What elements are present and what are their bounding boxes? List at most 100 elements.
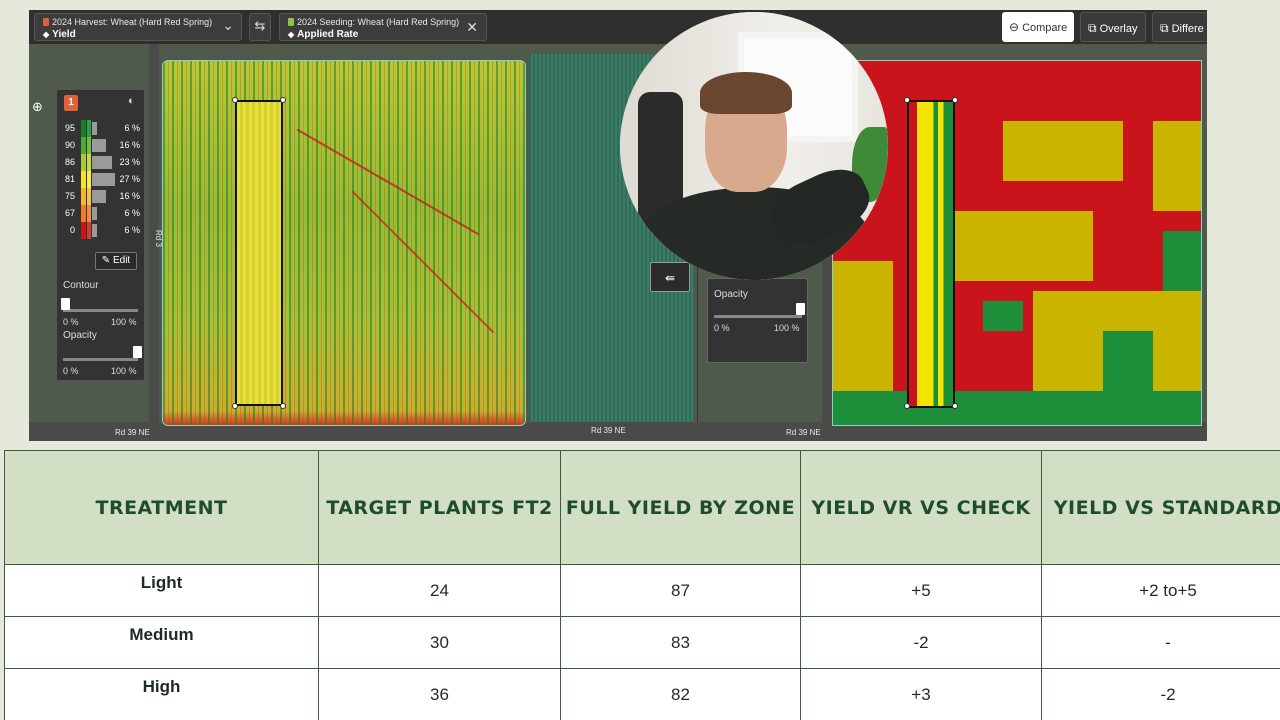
cell-treatment: Light	[4, 564, 319, 617]
road	[29, 422, 1207, 441]
legend-toggle-icon[interactable]: ⊕	[32, 100, 43, 115]
legend-value: 75	[64, 191, 75, 201]
layer-left-source: 2024 Harvest: Wheat (Hard Red Spring)	[52, 17, 213, 27]
legend-color-swatch	[87, 154, 91, 171]
layer-color-swatch	[288, 18, 294, 26]
legend-value: 90	[64, 140, 75, 150]
legend-share-bar	[92, 207, 97, 220]
strip-handle[interactable]	[952, 97, 958, 103]
compare-button[interactable]: ⊖ Compare	[1002, 12, 1074, 42]
layer-color-swatch	[43, 18, 49, 26]
edit-label: Edit	[112, 255, 131, 266]
header-yield-vs-standard: Yield vs standard	[1041, 450, 1280, 565]
legend-color-swatch	[87, 137, 91, 154]
difference-label: Differe	[1171, 23, 1204, 35]
edit-legend-button[interactable]: ✎ Edit	[95, 252, 137, 270]
compare-label: Compare	[1022, 22, 1068, 34]
legend-row: 0 6 %	[57, 222, 146, 239]
overlay-icon: ⧉	[1088, 21, 1097, 35]
table-row: Medium 30 83 -2 -	[4, 616, 1280, 669]
legend-share-bar	[92, 156, 112, 169]
opacity-max: 100 %	[774, 323, 800, 333]
layer-selector-left[interactable]: 2024 Harvest: Wheat (Hard Red Spring) ◆ Y…	[34, 13, 242, 41]
legend-row: 90 16 %	[57, 137, 146, 154]
legend-percent: 16 %	[119, 191, 140, 201]
opacity-slider[interactable]	[63, 358, 138, 361]
cell-target-plants: 24	[318, 564, 561, 617]
cell-yield-vs-standard: -2	[1041, 668, 1280, 720]
legend-share-bar	[92, 173, 115, 186]
layer-left-type: Yield	[52, 29, 76, 40]
legend-row: 75 16 %	[57, 188, 146, 205]
strip-handle[interactable]	[280, 97, 286, 103]
legend-color-swatch	[81, 222, 86, 239]
opacity-slider[interactable]	[714, 315, 802, 318]
webcam-overlay	[620, 12, 888, 280]
map-view[interactable]: ⇚ Rd 39 NE Rd 39 NE Rd 39 NE Rd 3 ⊕ 1 ◐ …	[29, 44, 1207, 441]
cell-target-plants: 36	[318, 668, 561, 720]
header-yield-vr-vs-check: Yield VR vs Check	[800, 450, 1042, 565]
legend-color-swatch	[87, 171, 91, 188]
map-compare-app: 2024 Harvest: Wheat (Hard Red Spring) ◆ Y…	[29, 10, 1207, 441]
chevron-down-icon[interactable]: ⌄	[222, 17, 234, 33]
header-target-plants: Target plants ft2	[318, 450, 561, 565]
overlay-button[interactable]: ⧉ Overlay	[1080, 12, 1146, 42]
compare-icon: ⊖	[1009, 20, 1020, 34]
rate-zone	[833, 391, 1201, 425]
contour-label: Contour	[63, 280, 99, 291]
layer-toolbar: 2024 Harvest: Wheat (Hard Red Spring) ◆ Y…	[29, 10, 1207, 44]
header-full-yield: Full Yield by Zone	[560, 450, 801, 565]
webcam-person-hair	[700, 72, 792, 114]
contour-slider[interactable]	[63, 309, 138, 312]
swap-layers-button[interactable]: ⇆	[249, 13, 271, 41]
strip-handle[interactable]	[232, 403, 238, 409]
rate-zone	[1103, 331, 1153, 391]
difference-icon: ⧉	[1160, 21, 1169, 35]
legend-row: 81 27 %	[57, 171, 146, 188]
opacity-slider-knob[interactable]	[133, 346, 142, 358]
layer-right-source: 2024 Seeding: Wheat (Hard Red Spring)	[297, 17, 460, 27]
strip-handle[interactable]	[904, 97, 910, 103]
legend-row: 95 6 %	[57, 120, 146, 137]
legend-row: 67 6 %	[57, 205, 146, 222]
legend-value: 67	[64, 208, 75, 218]
rate-zone	[1003, 121, 1123, 181]
contour-min: 0 %	[63, 317, 79, 327]
strip-handle[interactable]	[280, 403, 286, 409]
cell-target-plants: 30	[318, 616, 561, 669]
legend-percent: 23 %	[119, 157, 140, 167]
strip-handle[interactable]	[904, 403, 910, 409]
legend-value: 0	[69, 225, 75, 235]
selected-strip-left[interactable]	[235, 100, 283, 406]
legend-color-swatch	[81, 188, 86, 205]
legend-color-swatch	[81, 171, 86, 188]
rate-zone	[953, 211, 1093, 281]
visibility-icon[interactable]: ◐	[128, 95, 135, 107]
legend-share-bar	[92, 139, 106, 152]
swap-icon: ⇆	[254, 19, 266, 34]
road	[149, 44, 159, 441]
layer-selector-right[interactable]: 2024 Seeding: Wheat (Hard Red Spring) ◆ A…	[279, 13, 487, 41]
difference-button[interactable]: ⧉ Differe	[1152, 12, 1207, 42]
right-layer-panel: Opacity 0 % 100 %	[707, 278, 808, 363]
road-label: Rd 3	[153, 230, 163, 247]
treatment-table: Treatment Target plants ft2 Full Yield b…	[4, 450, 1280, 720]
strip-handle[interactable]	[232, 97, 238, 103]
strip-handle[interactable]	[952, 403, 958, 409]
road-label: Rd 39 NE	[115, 428, 150, 437]
yield-heatmap	[162, 60, 526, 426]
contour-slider-knob[interactable]	[61, 298, 70, 310]
close-icon[interactable]: ✕	[466, 19, 478, 35]
cell-yield-vr-vs-check: +5	[800, 564, 1042, 617]
legend-color-swatch	[81, 154, 86, 171]
rate-zone	[1153, 121, 1201, 211]
legend-value: 81	[64, 174, 75, 184]
cell-full-yield: 82	[560, 668, 801, 720]
pencil-icon: ✎	[101, 255, 113, 266]
legend-value: 86	[64, 157, 75, 167]
selected-strip-right[interactable]	[907, 100, 955, 408]
opacity-slider-knob[interactable]	[796, 303, 805, 315]
table-row: Light 24 87 +5 +2 to+5	[4, 564, 1280, 617]
yield-legend-panel: 1 ◐ 95 6 % 90 16 % 86 23 % 81 27 % 75 16 % 67 6 % 0 6…	[56, 89, 145, 381]
cell-yield-vs-standard: +2 to+5	[1041, 564, 1280, 617]
